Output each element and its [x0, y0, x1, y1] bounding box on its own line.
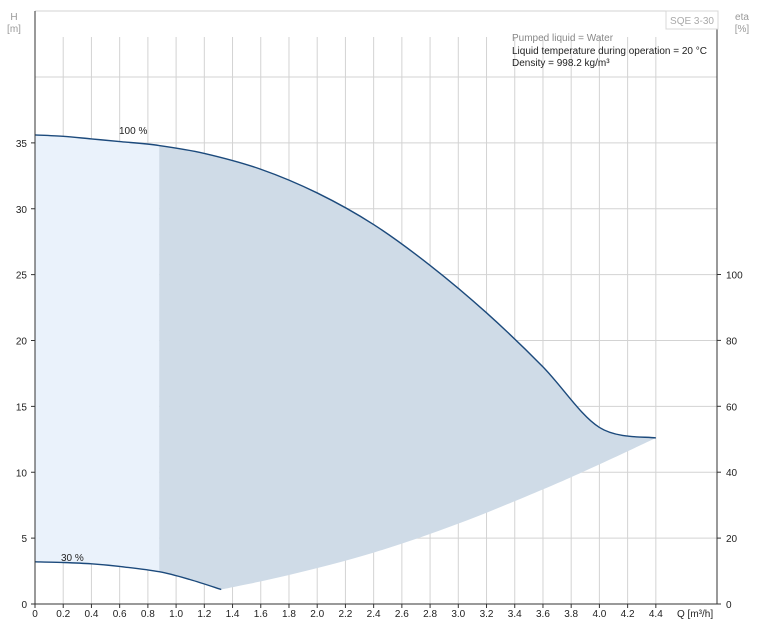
x-tick-label: 3.2 [480, 609, 494, 620]
y-right-tick-label: 100 [726, 271, 743, 282]
y-left-axis-title: H [10, 12, 17, 23]
info-line-density: Density = 998.2 kg/m³ [512, 58, 610, 69]
x-tick-label: 0.2 [56, 609, 70, 620]
x-tick-label: 1.2 [197, 609, 211, 620]
y-left-tick-label: 35 [16, 139, 28, 150]
pump-model-badge-box [665, 10, 719, 30]
x-tick-label: 3.8 [564, 609, 578, 620]
x-tick-label: 2.6 [395, 609, 409, 620]
y-right-tick-label: 80 [726, 336, 738, 347]
x-tick-label: 0.6 [113, 609, 127, 620]
y-left-tick-label: 30 [16, 205, 28, 216]
series-label-100: 100 % [119, 126, 147, 137]
y-right-tick-label: 20 [726, 534, 738, 545]
y-left-tick-label: 25 [16, 271, 28, 282]
y-left-axis-unit: [m] [7, 24, 21, 35]
x-tick-label: 2.0 [310, 609, 324, 620]
y-left-tick-label: 20 [16, 337, 28, 348]
y-right-tick-label: 60 [726, 402, 738, 413]
x-tick-label: 3.6 [536, 609, 550, 620]
pump-model-badge: SQE 3-30 [670, 16, 714, 27]
y-right-tick-label: 40 [726, 468, 738, 479]
y-left-tick-label: 15 [16, 402, 28, 413]
y-left-tick-label: 5 [21, 534, 27, 545]
x-axis-title: Q [m³/h] [677, 609, 713, 620]
x-tick-label: 4.4 [649, 609, 663, 620]
x-tick-label: 2.8 [423, 609, 437, 620]
x-tick-label: 1.6 [254, 609, 268, 620]
y-right-axis-title: eta [735, 12, 749, 23]
x-tick-label: 1.8 [282, 609, 296, 620]
x-tick-label: 0 [32, 609, 38, 620]
x-tick-label: 3.0 [451, 609, 465, 620]
curve-100-percent [34, 134, 656, 439]
operating-range-light-fill [35, 134, 160, 572]
x-tick-label: 4.2 [621, 609, 635, 620]
info-line-temperature: Liquid temperature during operation = 20… [512, 46, 707, 57]
series-label-30: 30 % [61, 553, 84, 564]
info-line-liquid: Pumped liquid = Water [512, 33, 614, 44]
x-tick-label: 1.4 [226, 609, 240, 620]
x-tick-label: 2.2 [338, 609, 352, 620]
x-tick-label: 2.4 [367, 609, 381, 620]
x-tick-label: 1.0 [169, 609, 183, 620]
y-left-tick-label: 0 [21, 600, 27, 611]
x-tick-label: 0.8 [141, 609, 155, 620]
operating-range-dark-fill [159, 145, 656, 590]
y-right-tick-label: 0 [726, 600, 732, 611]
curve-30-percent [34, 561, 222, 591]
y-left-tick-label: 10 [16, 468, 28, 479]
x-tick-label: 0.4 [84, 609, 98, 620]
x-tick-label: 3.4 [508, 609, 522, 620]
y-right-axis-unit: [%] [735, 24, 750, 35]
x-tick-label: 4.0 [592, 609, 606, 620]
